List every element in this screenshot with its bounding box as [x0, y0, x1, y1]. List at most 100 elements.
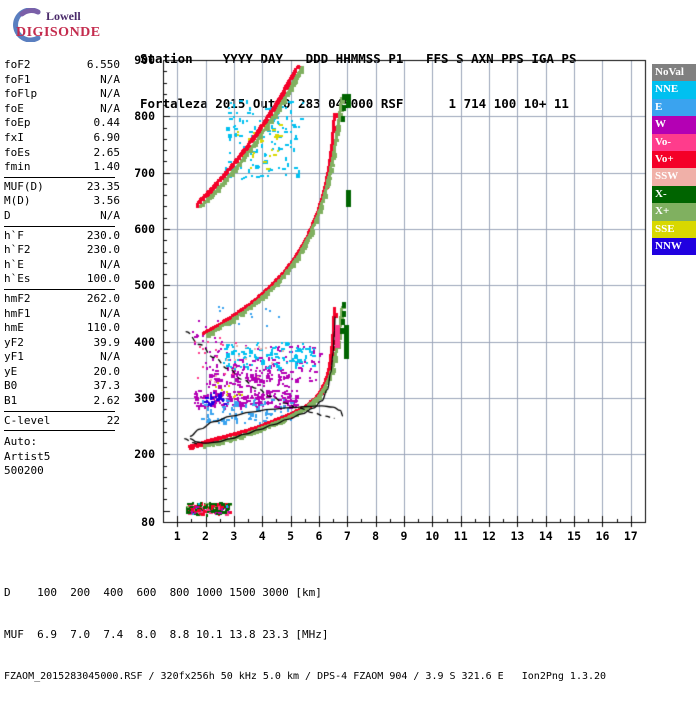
param-key: yF2	[4, 335, 24, 349]
param-key: foE	[4, 101, 24, 115]
param-row: hmF2 262.0	[4, 292, 120, 307]
x-axis-tick-label: 4	[258, 529, 266, 543]
legend-item-noval[interactable]: NoVal	[652, 64, 696, 82]
auto-line: Auto:	[4, 435, 38, 449]
param-value: 6.550	[86, 58, 120, 71]
param-row: C-level 22	[4, 414, 120, 429]
param-row: foEp 0.44	[4, 116, 120, 131]
param-row: foEs 2.65	[4, 146, 120, 161]
scaled-parameters-panel: foF2 6.550 foF1 N/A foFlp N/A foE N/A foEp 0.44 fx…	[4, 58, 120, 479]
x-axis-tick-label: 12	[482, 529, 496, 543]
param-key: M(D)	[4, 194, 31, 208]
param-value: 0.44	[93, 116, 121, 130]
param-key: D	[4, 208, 11, 222]
header-labels-row: Station YYYY DAY DDD HHMMSS P1 FFS S AXN…	[140, 51, 577, 66]
legend-item-e[interactable]: E	[652, 98, 696, 117]
y-axis-tick-label: 80	[141, 515, 155, 529]
param-row: h`E N/A	[4, 258, 120, 273]
param-key: C-level	[4, 413, 51, 427]
param-key: foF2	[4, 58, 31, 71]
param-key: B0	[4, 379, 18, 393]
legend-item-vo[interactable]: Vo-	[652, 133, 696, 151]
param-value: N/A	[100, 87, 120, 101]
y-axis-tick-label: 900	[134, 53, 155, 67]
param-row: yF1 N/A	[4, 350, 120, 365]
x-axis-tick-label: 16	[595, 529, 610, 543]
x-axis-tick-label: 13	[510, 529, 525, 543]
param-key: hmF1	[4, 306, 31, 320]
direction-legend: NoVal NNE E W Vo- Vo+ SSW X- X+ SSE NNW	[652, 64, 696, 256]
param-row: MUF(D) 23.35	[4, 180, 120, 195]
logo-digisonde-text: DIGISONDE	[16, 25, 101, 40]
param-value: 37.3	[93, 379, 121, 393]
param-value: N/A	[100, 350, 120, 364]
param-row: D N/A	[4, 209, 120, 224]
param-value: 39.9	[93, 335, 121, 349]
param-value: 23.35	[86, 179, 120, 193]
x-axis-tick-label: 11	[453, 529, 468, 543]
legend-item-x[interactable]: X-	[652, 185, 696, 204]
param-key: foEs	[4, 145, 31, 159]
param-value: 2.62	[93, 394, 121, 408]
param-key: foFlp	[4, 87, 38, 101]
x-axis-tick-label: 10	[425, 529, 440, 543]
footer-info: D 100 200 400 600 800 1000 1500 3000 [km…	[4, 558, 606, 712]
param-row: h`F2 230.0	[4, 243, 120, 258]
legend-item-nnw[interactable]: NNW	[652, 237, 696, 256]
y-axis-tick-label: 600	[134, 222, 155, 237]
legend-item-x[interactable]: X+	[652, 203, 696, 221]
x-axis-tick-label: 5	[287, 529, 295, 543]
param-key: yF1	[4, 350, 24, 364]
legend-item-w[interactable]: W	[652, 116, 696, 134]
y-axis-tick-label: 800	[134, 109, 155, 124]
footer-distance-row: D 100 200 400 600 800 1000 1500 3000 [km…	[4, 586, 322, 599]
param-value: 6.90	[93, 130, 121, 144]
param-key: foF1	[4, 72, 31, 86]
param-row: yE 20.0	[4, 365, 120, 380]
param-value: 230.0	[86, 228, 120, 242]
param-value: 1.40	[93, 160, 121, 174]
header-values-row: Fortaleza 2015 Out10 283 045000 RSF 1 71…	[140, 96, 569, 111]
param-divider	[4, 225, 115, 227]
param-key: MUF(D)	[4, 179, 44, 193]
legend-item-sse[interactable]: SSE	[652, 220, 696, 238]
param-value: N/A	[100, 208, 120, 222]
param-row: fxI 6.90	[4, 131, 120, 146]
param-value: 22	[106, 413, 120, 427]
param-key: foEp	[4, 116, 31, 130]
param-divider	[4, 430, 115, 432]
param-key: h`E	[4, 257, 24, 271]
x-axis-tick-label: 6	[315, 529, 323, 543]
x-axis-tick-label: 1	[173, 529, 181, 543]
param-row: foFlp N/A	[4, 87, 120, 102]
param-row: foF1 N/A	[4, 73, 120, 88]
param-key: yE	[4, 364, 18, 378]
param-key: h`Es	[4, 272, 31, 286]
x-axis-tick-label: 2	[202, 529, 209, 543]
legend-item-ssw[interactable]: SSW	[652, 168, 696, 186]
param-key: fxI	[4, 130, 24, 144]
param-row: B1 2.62	[4, 394, 120, 409]
legend-item-nne[interactable]: NNE	[652, 81, 696, 99]
legend-item-vo[interactable]: Vo+	[652, 150, 696, 169]
param-row: B0 37.3	[4, 379, 120, 394]
ionogram-page: Lowell DIGISONDE Station YYYY DAY DDD HH…	[0, 0, 700, 682]
x-axis-tick-label: 15	[567, 529, 582, 543]
param-row: h`F 230.0	[4, 229, 120, 244]
param-value: 2.65	[93, 145, 121, 159]
logo-lowell-text: Lowell	[46, 9, 81, 23]
param-key: h`F	[4, 228, 24, 242]
x-axis-tick-label: 14	[538, 529, 553, 543]
param-key: fmin	[4, 160, 31, 174]
param-row: yF2 39.9	[4, 336, 120, 351]
param-value: N/A	[100, 101, 120, 115]
param-row: foF2 6.550	[4, 58, 120, 73]
param-value: 20.0	[93, 364, 121, 378]
param-divider	[4, 410, 115, 412]
param-value: 230.0	[86, 243, 120, 257]
param-row: hmF1 N/A	[4, 307, 120, 322]
x-axis-tick-label: 17	[623, 529, 638, 543]
param-value: N/A	[100, 257, 120, 271]
param-key: h`F2	[4, 243, 31, 257]
param-value: 100.0	[86, 272, 120, 286]
